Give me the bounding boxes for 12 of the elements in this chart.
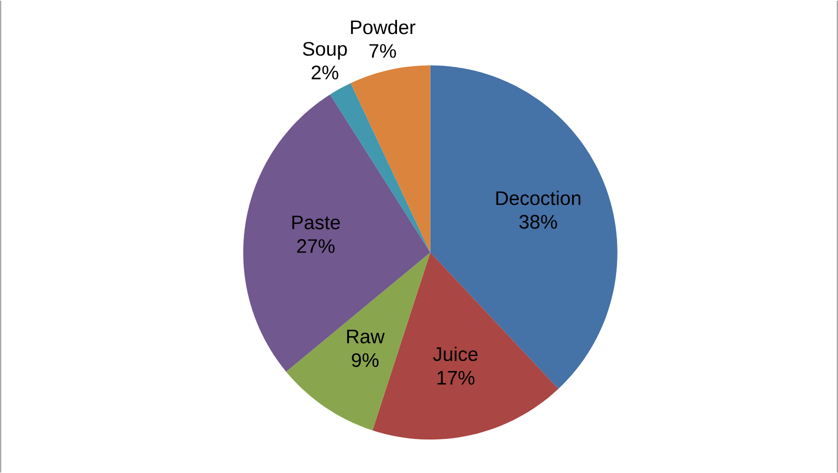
data-label: 2% xyxy=(312,66,338,80)
slice-label: Powder xyxy=(351,20,416,34)
slice-label: Decoction xyxy=(496,190,580,206)
data-label: 38% xyxy=(519,214,558,229)
data-label: 27% xyxy=(297,239,335,253)
slice-label: Juice xyxy=(433,346,478,362)
data-label: 7% xyxy=(369,44,396,58)
slice-label: Soup xyxy=(302,42,347,60)
slice-label: Paste xyxy=(292,216,340,230)
slice-label: Raw xyxy=(347,330,385,344)
data-label: 17% xyxy=(438,370,474,385)
data-label: 9% xyxy=(352,353,379,368)
